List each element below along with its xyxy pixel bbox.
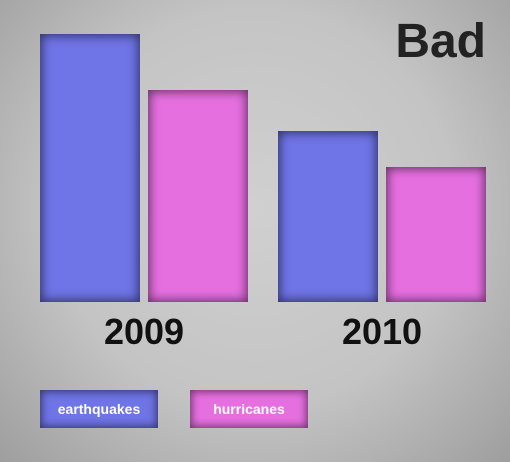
chart-title: Bad [395, 15, 486, 68]
x-tick-label: 2009 [103, 311, 185, 352]
legend-entry: hurricanes [190, 390, 308, 428]
bar [40, 34, 140, 302]
bar [278, 131, 378, 302]
bar [148, 90, 248, 302]
x-tick-label: 2010 [341, 311, 423, 352]
bar [386, 167, 486, 302]
legend-entry: earthquakes [40, 390, 158, 428]
